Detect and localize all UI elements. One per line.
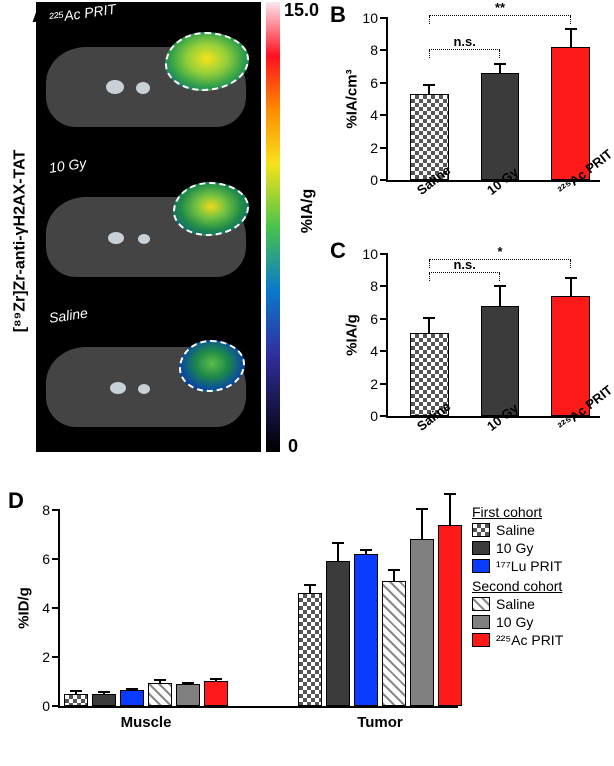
bar — [382, 581, 406, 706]
ytick-label: 4 — [370, 343, 388, 359]
bar — [551, 47, 590, 180]
panel-a-images: ²²⁵Ac PRIT 10 Gy Saline — [36, 2, 261, 452]
legend-row: ²²⁵Ac PRIT — [472, 632, 563, 648]
panel-c-chart: %IA/g 0246810Saline10 Gy²²⁵Ac PRITn.s.* — [338, 244, 606, 466]
scan-saline: Saline — [36, 302, 261, 452]
legend-row: 10 Gy — [472, 540, 563, 556]
ytick-label: 0 — [370, 172, 388, 188]
scan-10gy: 10 Gy — [36, 152, 261, 302]
panel-c-ylabel: %IA/g — [344, 314, 361, 356]
ytick-label: 6 — [370, 311, 388, 327]
scan-label-1: 10 Gy — [48, 155, 87, 176]
group-label: Muscle — [121, 714, 172, 731]
ytick-label: 8 — [42, 502, 60, 518]
bar — [204, 681, 228, 706]
panel-d-ylabel: %ID/g — [16, 587, 33, 629]
legend-row: 10 Gy — [472, 614, 563, 630]
panel-b-ylabel: %IA/cm³ — [344, 69, 361, 128]
legend-row: ¹⁷⁷Lu PRIT — [472, 558, 563, 574]
bar — [410, 539, 434, 706]
group-label: Tumor — [357, 714, 403, 731]
panel-c-plot: %IA/g 0246810Saline10 Gy²²⁵Ac PRITn.s.* — [386, 254, 600, 418]
legend-label: Saline — [496, 596, 535, 612]
bar — [481, 306, 520, 416]
ytick-label: 4 — [370, 107, 388, 123]
legend-heading-1: First cohort — [472, 504, 563, 520]
ytick-label: 8 — [370, 278, 388, 294]
bar — [481, 73, 520, 180]
scan-label-2: Saline — [48, 305, 89, 326]
ytick-label: 2 — [42, 649, 60, 665]
ytick-label: 2 — [370, 140, 388, 156]
sig-label: ** — [495, 0, 505, 15]
panel-d-chart: %ID/g 0 2 4 6 8 Muscle Tumor — [10, 500, 464, 756]
figure: A B C D [⁸⁹Zr]Zr-anti-γH2AX-TAT ²²⁵Ac PR… — [0, 0, 614, 766]
legend-label: 10 Gy — [496, 614, 533, 630]
bar — [148, 683, 172, 706]
bar — [298, 593, 322, 706]
legend-swatch — [472, 541, 490, 555]
legend-label: 10 Gy — [496, 540, 533, 556]
bar — [326, 561, 350, 706]
panel-a-yaxis: [⁸⁹Zr]Zr-anti-γH2AX-TAT — [5, 26, 35, 456]
legend-row: Saline — [472, 522, 563, 538]
ytick-label: 10 — [362, 246, 388, 262]
panel-b-plot: %IA/cm³ 0246810Saline10 Gy²²⁵Ac PRITn.s.… — [386, 18, 600, 182]
legend-row: Saline — [472, 596, 563, 612]
legend-swatch — [472, 597, 490, 611]
ytick-label: 2 — [370, 376, 388, 392]
sig-label: * — [497, 244, 502, 259]
cb-bottom: 0 — [288, 436, 298, 457]
ytick-label: 4 — [42, 600, 60, 616]
legend-label: Saline — [496, 522, 535, 538]
legend-swatch — [472, 615, 490, 629]
cb-axis: %IA/g — [286, 202, 330, 220]
bar — [176, 684, 200, 706]
legend-heading-2: Second cohort — [472, 578, 563, 594]
legend-label: ²²⁵Ac PRIT — [496, 632, 563, 648]
bar — [92, 694, 116, 706]
ytick-label: 6 — [42, 551, 60, 567]
cb-top: 15.0 — [284, 0, 319, 21]
ytick-label: 8 — [370, 42, 388, 58]
bar — [354, 554, 378, 706]
ytick-label: 10 — [362, 10, 388, 26]
ytick-label: 0 — [370, 408, 388, 424]
legend-swatch — [472, 559, 490, 573]
scan-ac-prit: ²²⁵Ac PRIT — [36, 2, 261, 152]
legend-swatch — [472, 633, 490, 647]
colorbar — [266, 2, 280, 452]
legend-swatch — [472, 523, 490, 537]
panel-d-plot: %ID/g 02468MuscleTumor — [58, 510, 458, 708]
sig-label: n.s. — [453, 34, 475, 49]
panel-a-yaxis-label: [⁸⁹Zr]Zr-anti-γH2AX-TAT — [11, 150, 29, 333]
panel-d-legend: First cohort Saline 10 Gy ¹⁷⁷Lu PRIT Secon… — [472, 500, 563, 650]
bar — [120, 690, 144, 706]
legend-label: ¹⁷⁷Lu PRIT — [496, 558, 562, 574]
ytick-label: 0 — [42, 698, 60, 714]
bar — [438, 525, 462, 706]
scan-label-0: ²²⁵Ac PRIT — [48, 1, 117, 26]
bar — [64, 694, 88, 706]
ytick-label: 6 — [370, 75, 388, 91]
panel-b-chart: %IA/cm³ 0246810Saline10 Gy²²⁵Ac PRITn.s.… — [338, 8, 606, 230]
